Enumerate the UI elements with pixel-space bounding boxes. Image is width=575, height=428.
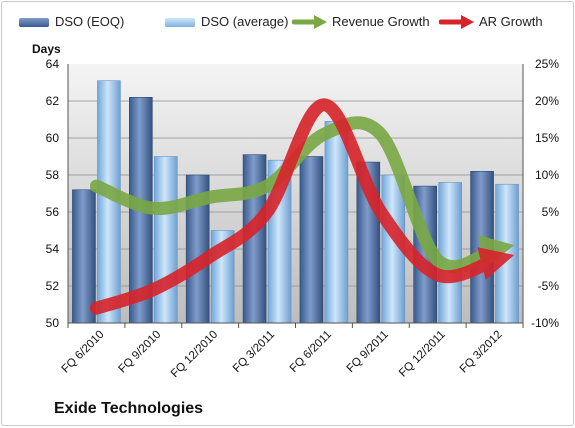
y2-tick-label: 15%	[535, 131, 559, 145]
y-tick-label: 58	[46, 168, 60, 182]
legend-label-dso-average: DSO (average)	[201, 14, 289, 29]
y-tick-label: 52	[46, 279, 60, 293]
y-axis-title: Days	[32, 42, 61, 56]
y-tick-label: 56	[46, 205, 60, 219]
y-tick-label: 64	[46, 57, 60, 71]
x-tick-label: FQ 12/2010	[169, 329, 220, 380]
x-tick-label: FQ 6/2011	[288, 329, 334, 375]
legend-swatch-dso-average	[165, 18, 195, 27]
x-tick-label: FQ 9/2011	[345, 329, 391, 375]
line-revenue-growth	[89, 116, 515, 274]
bar-dso-average	[154, 156, 178, 324]
x-tick-label: FQ 12/2011	[397, 329, 448, 380]
line-ar-growth	[89, 98, 515, 315]
y-tick-label: 54	[46, 242, 60, 256]
chart-caption: Exide Technologies	[54, 400, 204, 417]
x-tick-label: FQ 9/2010	[117, 329, 164, 376]
y2-tick-label: 25%	[535, 57, 559, 71]
legend-label-dso-eoq: DSO (EOQ)	[55, 14, 125, 29]
bar-dso-eoq	[299, 156, 324, 324]
y-tick-label: 50	[46, 316, 60, 330]
legend-swatch-dso-eoq	[19, 18, 49, 27]
y2-tick-label: -5%	[538, 279, 560, 293]
legend-label-ar-growth: AR Growth	[479, 14, 543, 29]
y-tick-label: 62	[46, 94, 60, 108]
y-tick-label: 60	[46, 131, 60, 145]
x-tick-label: FQ 3/2011	[231, 329, 277, 375]
y2-tick-label: 20%	[535, 94, 559, 108]
bar-dso-eoq	[72, 189, 96, 324]
legend-label-revenue-growth: Revenue Growth	[332, 14, 430, 29]
x-tick-label: FQ 3/2012	[458, 329, 505, 376]
y2-tick-label: 0%	[542, 242, 560, 256]
legend-arrow-ar-growth	[439, 15, 474, 29]
y2-tick-label: -10%	[531, 316, 559, 330]
x-tick-label: FQ 6/2010	[60, 329, 107, 376]
bar-dso-average	[438, 182, 462, 324]
y2-tick-label: 10%	[535, 168, 559, 182]
legend-arrow-revenue-growth	[292, 15, 327, 29]
y2-tick-label: 5%	[542, 205, 560, 219]
bar-dso-average	[324, 121, 349, 324]
